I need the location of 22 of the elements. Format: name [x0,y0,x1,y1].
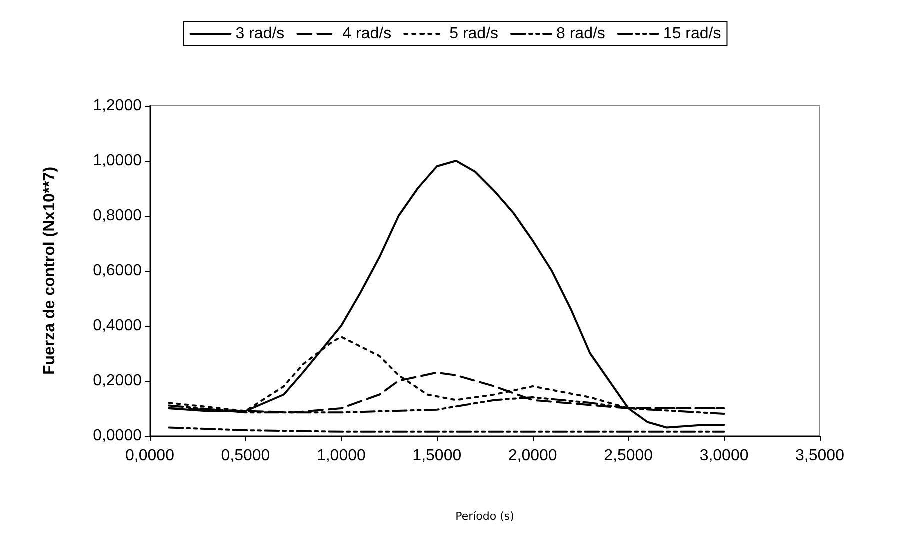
legend-label: 3 rad/s [236,26,285,42]
y-tick-label: 0,0000 [93,428,142,444]
x-tick-label: 2,0000 [508,448,558,464]
x-tick-label: 0,0000 [126,448,175,464]
legend-label: 15 rad/s [663,26,722,42]
x-tick-label: 3,5000 [796,448,845,464]
x-axis-title: Período (s) [456,510,514,523]
legend-label: 5 rad/s [450,26,499,42]
y-tick-label: 0,2000 [93,372,142,390]
legend-label: 4 rad/s [342,26,392,42]
x-tick-label: 3,0000 [700,448,749,464]
x-tick-label: 1,0000 [316,448,366,464]
legend-label: 8 rad/s [556,26,606,42]
y-tick-label: 1,2000 [93,98,142,114]
y-axis-title: Fuerza de control (Nx10**7) [42,166,58,376]
y-tick-label: 0,8000 [93,208,142,224]
x-tick-label: 2,5000 [604,448,654,464]
y-tick-label: 0,6000 [93,262,142,280]
x-tick-label: 0,5000 [221,448,270,464]
y-tick-label: 0,4000 [93,318,142,334]
y-tick-label: 1,0000 [93,152,142,170]
x-tick-label: 1,5000 [412,448,462,464]
